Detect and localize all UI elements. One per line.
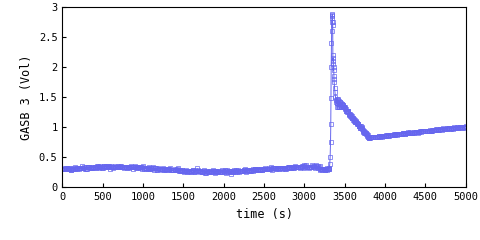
Y-axis label: GASB 3 (Vol): GASB 3 (Vol) bbox=[20, 54, 33, 140]
X-axis label: time (s): time (s) bbox=[236, 208, 292, 221]
